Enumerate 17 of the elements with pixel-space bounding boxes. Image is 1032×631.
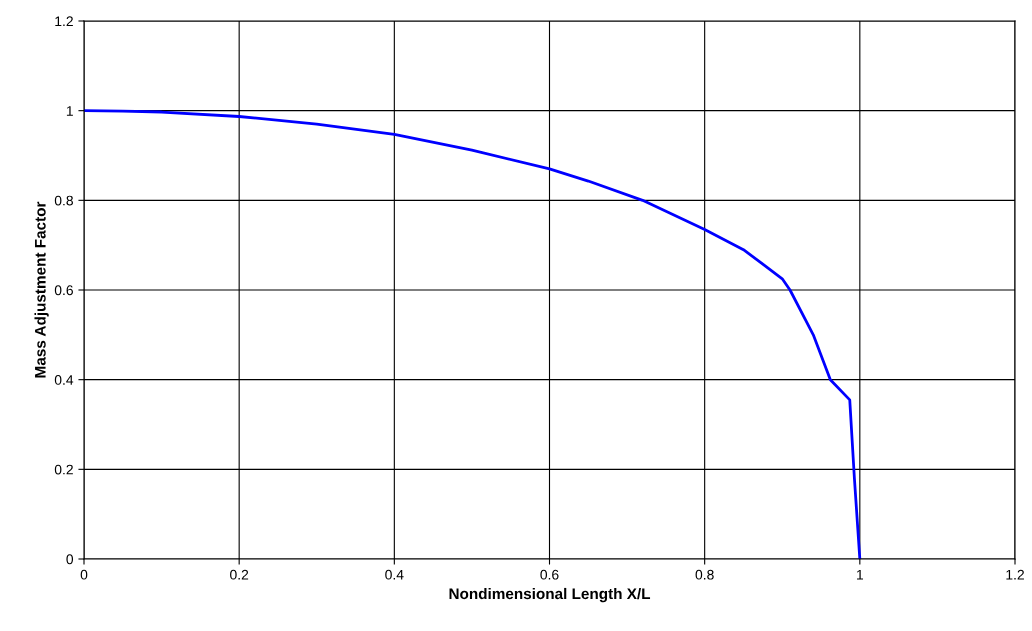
y-tick-label: 0.8: [54, 195, 73, 206]
x-tick-label: 1: [857, 569, 864, 580]
line-series: [84, 109, 862, 559]
x-tick-label: 0.2: [230, 569, 249, 580]
y-tick-label: 1.2: [55, 16, 73, 27]
x-tick-label: 1.2: [1006, 569, 1024, 580]
y-axis-title: Mass Adjustment Factor: [34, 201, 49, 378]
x-tick-label: 0: [80, 569, 88, 580]
y-tick-label: 1: [66, 106, 73, 116]
x-tick-label: 0.4: [385, 569, 404, 580]
x-axis-title: Nondimensional Length X/L: [449, 587, 651, 603]
y-tick-label: 0.2: [54, 464, 73, 475]
x-tick-label: 0.8: [695, 569, 714, 580]
y-tick-label: 0.6: [54, 285, 73, 296]
x-tick-label: 0.6: [540, 569, 559, 580]
y-tick-label: 0.4: [54, 375, 74, 385]
y-tick-label: 0: [66, 554, 74, 565]
